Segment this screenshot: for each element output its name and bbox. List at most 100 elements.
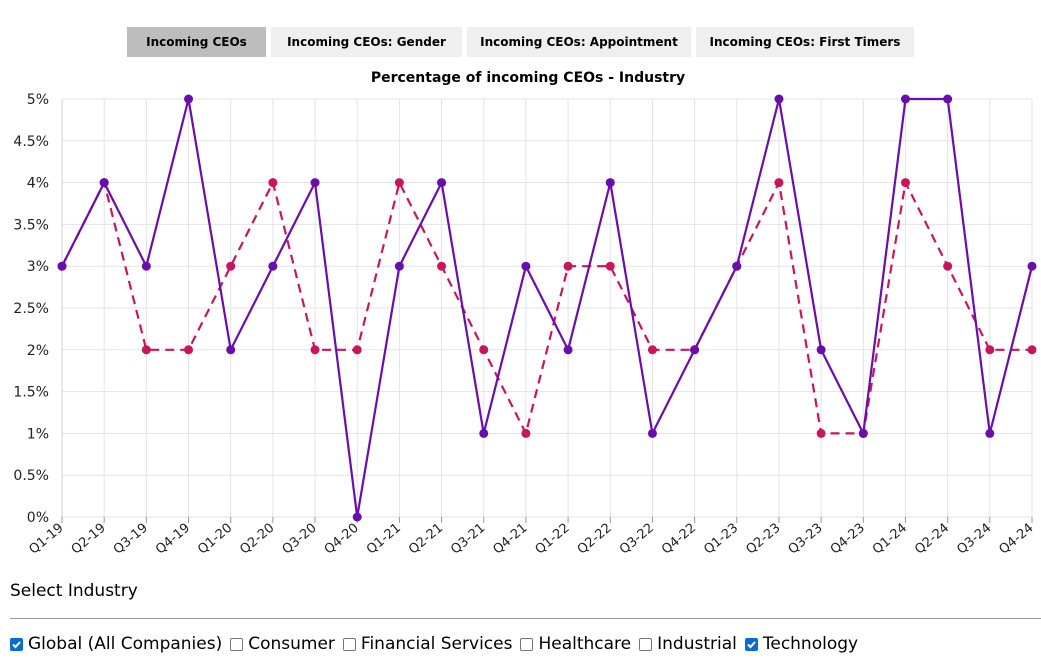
tab-incoming-ceos[interactable]: Incoming CEOs <box>127 27 266 57</box>
data-point-technology[interactable] <box>268 261 278 271</box>
data-point-global[interactable] <box>774 178 784 188</box>
tab-incoming-ceos-first-timers[interactable]: Incoming CEOs: First Timers <box>696 27 914 57</box>
x-tick-label: Q3-23 <box>786 521 826 558</box>
x-tick-label: Q2-19 <box>69 521 109 558</box>
filter-financial-services[interactable]: Financial Services <box>342 634 513 654</box>
data-point-technology[interactable] <box>605 178 615 188</box>
data-point-technology[interactable] <box>437 178 447 188</box>
data-point-technology[interactable] <box>732 261 742 271</box>
x-tick-label: Q4-21 <box>490 521 530 558</box>
x-tick-label: Q3-22 <box>617 521 657 558</box>
technology-checkbox[interactable] <box>744 637 758 651</box>
data-point-global[interactable] <box>479 345 489 355</box>
y-tick-label: 1% <box>27 426 49 442</box>
filter-global[interactable]: Global (All Companies) <box>10 634 222 654</box>
data-point-technology[interactable] <box>352 512 362 522</box>
data-point-global[interactable] <box>943 261 953 271</box>
x-tick-label: Q4-24 <box>996 521 1036 558</box>
filter-healthcare[interactable]: Healthcare <box>520 634 631 654</box>
x-tick-label: Q2-20 <box>237 521 277 558</box>
data-point-technology[interactable] <box>521 261 531 271</box>
x-tick-label: Q3-21 <box>448 521 488 558</box>
filter-label: Industrial <box>657 634 737 654</box>
data-point-global[interactable] <box>141 345 151 355</box>
data-point-technology[interactable] <box>310 178 320 188</box>
data-point-technology[interactable] <box>141 261 151 271</box>
filter-label: Healthcare <box>538 634 632 654</box>
series-line-technology <box>61 97 1034 519</box>
consumer-checkbox[interactable] <box>230 637 244 651</box>
data-point-global[interactable] <box>647 345 657 355</box>
data-point-global[interactable] <box>352 345 362 355</box>
x-tick-label: Q2-21 <box>406 521 446 558</box>
filter-label: Global (All Companies) <box>28 634 223 654</box>
global-checkbox[interactable] <box>10 637 23 651</box>
data-point-global[interactable] <box>310 345 320 355</box>
y-tick-label: 4.5% <box>13 134 49 150</box>
select-industry-label: Select Industry <box>10 581 138 601</box>
y-tick-label: 2.5% <box>13 301 49 317</box>
filter-industrial[interactable]: Industrial <box>639 634 737 654</box>
x-tick-label: Q1-22 <box>533 521 573 558</box>
y-tick-label: 0.5% <box>13 468 49 484</box>
filter-consumer[interactable]: Consumer <box>230 634 335 654</box>
data-point-global[interactable] <box>226 261 236 271</box>
financial-services-checkbox[interactable] <box>342 637 356 651</box>
data-point-global[interactable] <box>900 178 910 188</box>
data-point-technology[interactable] <box>563 345 573 355</box>
tab-incoming-ceos-gender[interactable]: Incoming CEOs: Gender <box>271 27 462 57</box>
y-tick-label: 2% <box>27 343 49 359</box>
filter-technology[interactable]: Technology <box>744 634 859 654</box>
data-point-technology[interactable] <box>57 261 67 271</box>
y-tick-label: 3% <box>27 259 49 275</box>
x-tick-label: Q1-23 <box>701 521 741 558</box>
data-point-global[interactable] <box>605 261 615 271</box>
chart-title: Percentage of incoming CEOs - Industry <box>371 70 685 86</box>
x-tick-label: Q4-23 <box>828 521 868 558</box>
data-point-global[interactable] <box>437 261 447 271</box>
x-tick-label: Q4-20 <box>322 521 362 558</box>
x-tick-label: Q3-19 <box>111 521 151 558</box>
x-tick-label: Q2-24 <box>912 521 952 558</box>
tab-bar: Incoming CEOs Incoming CEOs: Gender Inco… <box>0 27 1041 57</box>
x-tick-label: Q1-21 <box>364 521 404 558</box>
data-point-technology[interactable] <box>184 94 194 104</box>
data-point-global[interactable] <box>1027 345 1037 355</box>
data-point-technology[interactable] <box>816 345 826 355</box>
data-point-technology[interactable] <box>479 428 489 438</box>
industrial-checkbox[interactable] <box>639 637 653 651</box>
data-point-global[interactable] <box>184 345 194 355</box>
data-point-global[interactable] <box>816 428 826 438</box>
data-point-technology[interactable] <box>226 345 236 355</box>
data-point-technology[interactable] <box>943 94 953 104</box>
x-tick-label: Q4-19 <box>153 521 193 558</box>
x-tick-label: Q2-22 <box>575 521 615 558</box>
filter-label: Financial Services <box>360 634 513 654</box>
filter-label: Technology <box>762 634 859 654</box>
data-point-global[interactable] <box>563 261 573 271</box>
data-point-global[interactable] <box>985 345 995 355</box>
data-point-technology[interactable] <box>985 428 995 438</box>
x-tick-label: Q3-20 <box>280 521 320 558</box>
data-point-global[interactable] <box>268 178 278 188</box>
data-point-technology[interactable] <box>394 261 404 271</box>
y-tick-label: 0% <box>27 510 49 526</box>
data-point-technology[interactable] <box>690 345 700 355</box>
data-point-technology[interactable] <box>900 94 910 104</box>
x-tick-label: Q1-20 <box>195 521 235 558</box>
data-point-technology[interactable] <box>99 178 109 188</box>
data-point-technology[interactable] <box>1027 261 1037 271</box>
data-point-global[interactable] <box>521 428 531 438</box>
filter-label: Consumer <box>248 634 335 654</box>
data-point-technology[interactable] <box>858 428 868 438</box>
healthcare-checkbox[interactable] <box>520 637 534 651</box>
x-tick-label: Q1-24 <box>870 521 910 558</box>
x-tick-label: Q2-23 <box>743 521 783 558</box>
data-point-global[interactable] <box>394 178 404 188</box>
data-point-technology[interactable] <box>647 428 657 438</box>
x-tick-label: Q1-19 <box>26 521 66 558</box>
line-chart: Percentage of incoming CEOs - Industry 0… <box>13 70 1037 558</box>
tab-incoming-ceos-appointment[interactable]: Incoming CEOs: Appointment <box>467 27 691 57</box>
data-point-technology[interactable] <box>774 94 784 104</box>
y-tick-label: 3.5% <box>13 217 49 233</box>
